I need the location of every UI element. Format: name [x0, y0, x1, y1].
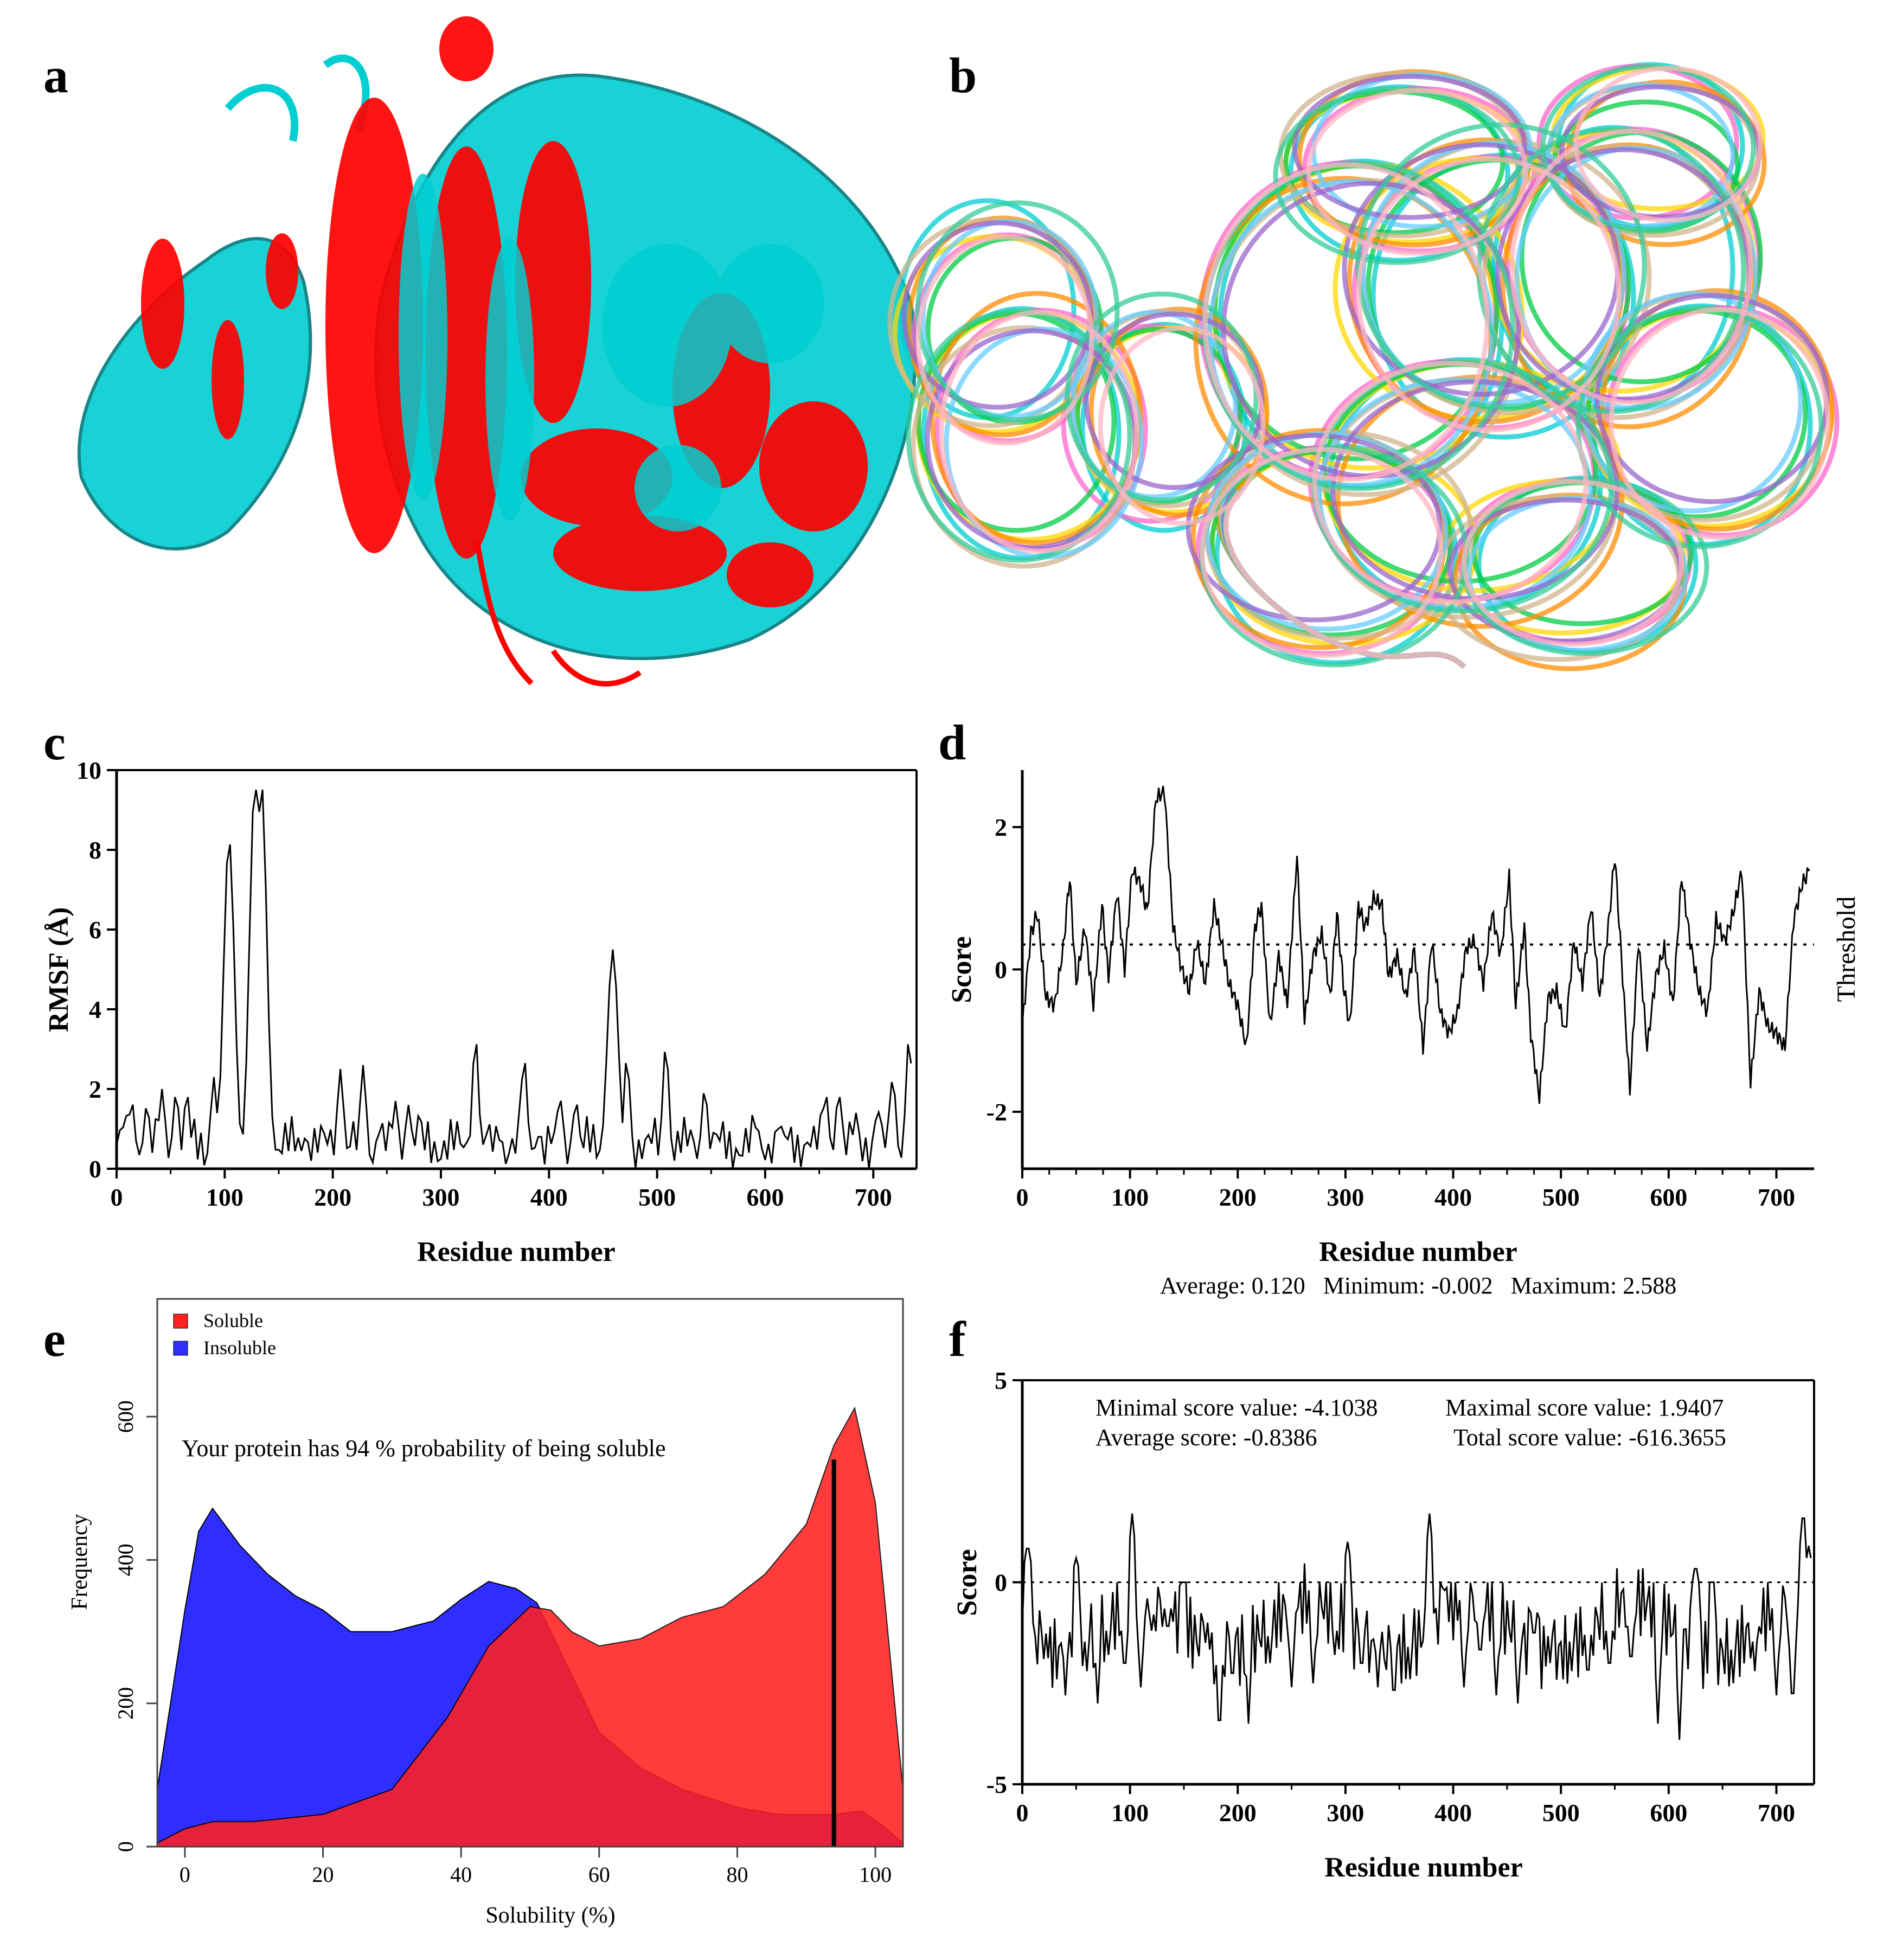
d-y-axis-label: Score [946, 936, 977, 1003]
d-stats-line: Average: 0.120 Minimum: -0.002 Maximum: … [1160, 1272, 1676, 1299]
panel-label-c: c [43, 715, 66, 770]
panel-b-ensemble-superposition [887, 62, 1840, 671]
panel-a-structure-superposition [77, 16, 917, 687]
c-y-tick-label: 4 [89, 996, 101, 1023]
e-y-tick-label: 0 [113, 1841, 138, 1852]
d-x-tick-label: 200 [1219, 1183, 1257, 1211]
c-y-tick-label: 2 [89, 1075, 101, 1103]
panel-f-chart: 0 100 200 300 400 500 600 700 -5 0 5 Minimal score… [952, 1367, 1815, 1883]
f-score-line [1021, 1513, 1812, 1740]
e-x-tick-label: 100 [859, 1862, 892, 1887]
f-x-tick-label: 500 [1542, 1799, 1580, 1827]
panel-d-chart: 0 100 200 300 400 500 600 700 -2 0 2 Residue numbe… [946, 770, 1861, 1299]
c-y-tick-label: 8 [89, 836, 101, 864]
e-legend-swatch-insoluble [173, 1341, 188, 1356]
d-x-axis-label: Residue number [1319, 1237, 1517, 1267]
panel-label-a: a [43, 48, 68, 103]
c-x-tick-label: 100 [206, 1183, 244, 1211]
d-score-line [1021, 785, 1810, 1104]
f-y-axis-label: Score [952, 1549, 983, 1616]
d-x-tick-label: 300 [1327, 1183, 1364, 1211]
f-x-tick-label: 400 [1434, 1799, 1472, 1827]
f-x-tick-label: 100 [1111, 1799, 1149, 1827]
c-x-tick-label: 200 [314, 1183, 351, 1211]
c-x-axis-label: Residue number [417, 1237, 615, 1267]
e-area-soluble [157, 1406, 904, 1847]
d-x-tick-label: 700 [1758, 1183, 1795, 1211]
f-x-tick-label: 200 [1219, 1799, 1257, 1827]
c-rmsf-line [116, 789, 912, 1169]
f-y-tick-label: -5 [986, 1771, 1007, 1798]
d-x-tick-label: 500 [1542, 1183, 1580, 1211]
e-y-tick-label: 400 [113, 1543, 138, 1576]
f-annotation-min: Minimal score value: -4.1038 [1096, 1394, 1378, 1421]
panel-label-f: f [949, 1311, 966, 1367]
d-threshold-label: Threshold [1832, 896, 1861, 1002]
e-y-axis-label: Frequency [67, 1514, 92, 1610]
c-x-tick-label: 400 [530, 1183, 568, 1211]
d-x-tick-label: 0 [1016, 1183, 1029, 1211]
d-y-tick-label: 2 [995, 814, 1007, 841]
f-x-tick-label: 300 [1327, 1799, 1364, 1827]
c-y-tick-label: 0 [89, 1155, 101, 1183]
e-x-tick-label: 60 [588, 1862, 610, 1887]
panel-label-b: b [949, 48, 977, 103]
e-x-tick-label: 40 [450, 1862, 472, 1887]
e-legend-label-insoluble: Insoluble [203, 1337, 276, 1359]
d-y-tick-label: -2 [986, 1098, 1007, 1126]
e-y-tick-label: 200 [113, 1687, 138, 1720]
f-x-axis-label: Residue number [1324, 1852, 1522, 1883]
e-legend-swatch-soluble [173, 1314, 188, 1329]
c-x-tick-label: 300 [422, 1183, 459, 1211]
c-y-tick-label: 6 [89, 916, 101, 944]
c-x-tick-label: 0 [111, 1183, 123, 1211]
f-annotation-avg: Average score: -0.8386 [1096, 1424, 1317, 1451]
f-annotation-total: Total score value: -616.3655 [1453, 1424, 1726, 1451]
c-y-axis-label: RMSF (Å) [43, 907, 74, 1033]
f-annotation-max: Maximal score value: 1.9407 [1445, 1394, 1724, 1421]
d-x-tick-label: 600 [1650, 1183, 1687, 1211]
f-y-tick-label: 0 [995, 1569, 1007, 1597]
d-x-tick-label: 100 [1111, 1183, 1149, 1211]
f-x-tick-label: 700 [1758, 1799, 1795, 1827]
structure-b-ensemble [887, 62, 1840, 671]
e-x-tick-label: 0 [180, 1862, 190, 1887]
panel-c-chart: 0 100 200 300 400 500 600 700 0 2 4 6 8 10 Residue nu… [43, 757, 918, 1267]
f-y-tick-label: 5 [995, 1367, 1007, 1394]
e-x-tick-label: 80 [726, 1862, 748, 1887]
c-y-tick-label: 10 [76, 757, 101, 784]
e-annotation: Your protein has 94 % probability of bei… [182, 1435, 666, 1462]
structure-a-cyan-helices [399, 174, 824, 531]
f-x-tick-label: 600 [1650, 1799, 1687, 1827]
c-x-tick-label: 600 [746, 1183, 784, 1211]
d-y-tick-label: 0 [995, 956, 1007, 984]
panel-label-e: e [43, 1311, 66, 1367]
e-x-tick-label: 20 [312, 1862, 334, 1887]
e-x-axis-label: Solubility (%) [485, 1903, 615, 1928]
c-x-tick-label: 700 [855, 1183, 892, 1211]
panel-e-chart: 0 20 40 60 80 100 0 200 400 600 Soluble Insoluble… [67, 1298, 904, 1928]
f-x-tick-label: 0 [1016, 1799, 1029, 1827]
e-plot-frame [156, 1298, 904, 1848]
panel-label-d: d [938, 715, 966, 770]
d-x-tick-label: 400 [1434, 1183, 1472, 1211]
e-legend: Soluble Insoluble [173, 1310, 276, 1359]
c-x-tick-label: 500 [638, 1183, 676, 1211]
e-y-tick-label: 600 [113, 1400, 138, 1433]
e-legend-label-soluble: Soluble [203, 1310, 263, 1331]
